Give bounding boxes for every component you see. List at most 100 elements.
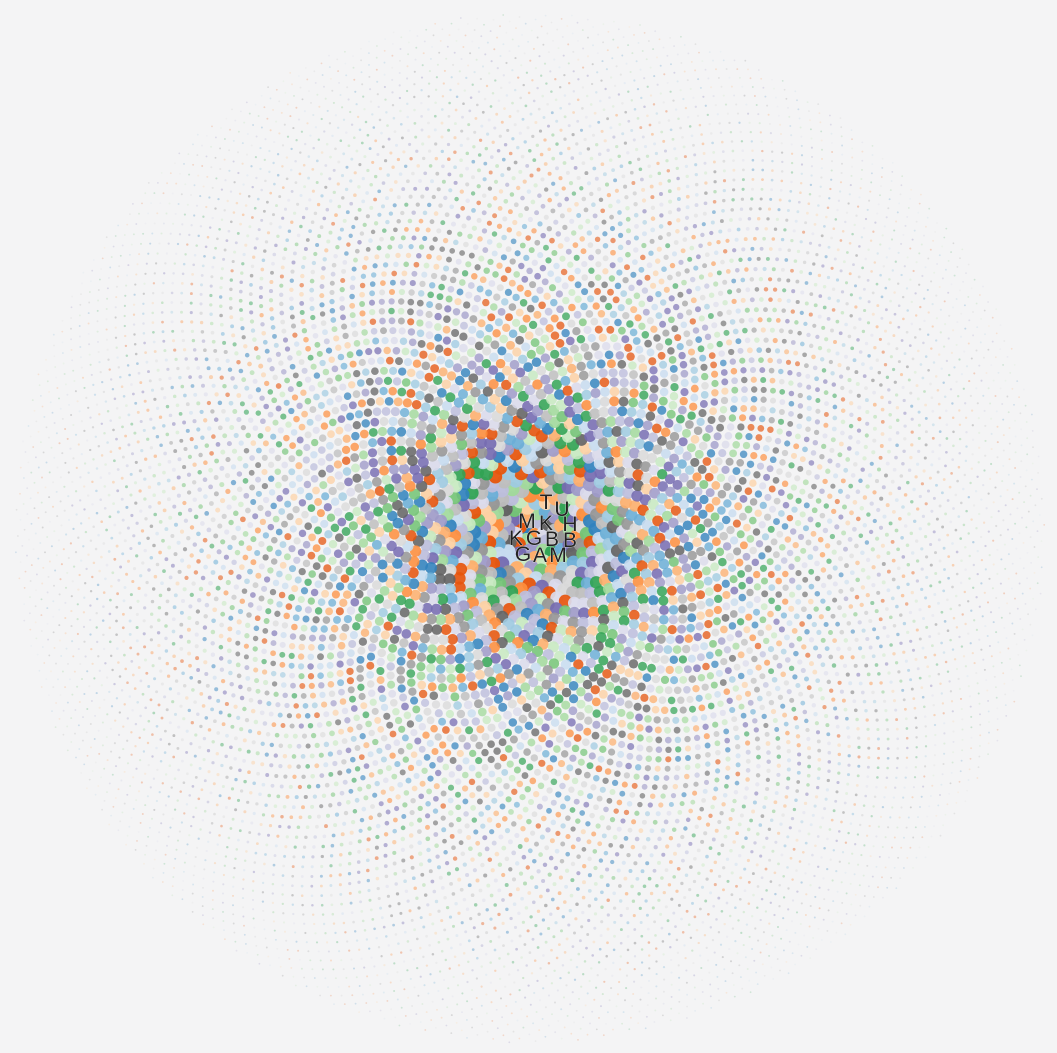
spiral-dot bbox=[636, 408, 646, 419]
spiral-dot bbox=[829, 688, 834, 693]
spiral-dot bbox=[864, 433, 869, 438]
spiral-dot bbox=[403, 261, 410, 268]
spiral-dot bbox=[591, 342, 600, 351]
spiral-dot bbox=[724, 667, 732, 675]
spiral-dot bbox=[664, 765, 671, 772]
spiral-dot bbox=[505, 313, 513, 322]
spiral-dot bbox=[554, 357, 564, 368]
spiral-dot bbox=[524, 289, 532, 298]
spiral-dot bbox=[632, 649, 642, 660]
spiral-dot bbox=[653, 775, 660, 781]
spiral-dot bbox=[865, 410, 870, 414]
spiral-dot bbox=[461, 785, 469, 792]
spiral-dot bbox=[638, 266, 645, 273]
spiral-dot bbox=[768, 668, 775, 675]
spiral-dot bbox=[583, 351, 593, 361]
spiral-dot bbox=[476, 217, 482, 223]
spiral-dot bbox=[282, 753, 288, 759]
spiral-dot bbox=[640, 568, 652, 580]
spiral-dot bbox=[381, 406, 391, 416]
spiral-dot bbox=[383, 346, 391, 355]
spiral-dot bbox=[668, 316, 675, 324]
spiral-dot bbox=[455, 663, 465, 674]
spiral-dot bbox=[374, 486, 385, 496]
spiral-dot bbox=[299, 224, 303, 229]
spiral-dot bbox=[754, 642, 762, 650]
spiral-dot bbox=[728, 414, 737, 422]
spiral-dot bbox=[734, 237, 739, 242]
spiral-dot bbox=[759, 406, 767, 413]
spiral-dot bbox=[272, 579, 280, 587]
spiral-dot bbox=[436, 755, 444, 763]
spiral-dot bbox=[735, 308, 741, 314]
spiral-dot bbox=[284, 702, 290, 709]
spiral-dot bbox=[411, 210, 416, 215]
spiral-dot bbox=[378, 607, 388, 618]
spiral-dot bbox=[480, 688, 490, 698]
spiral-dot bbox=[876, 467, 882, 472]
spiral-dot bbox=[518, 324, 528, 334]
spiral-dot bbox=[339, 558, 349, 568]
spiral-dot bbox=[888, 521, 893, 526]
spiral-dot bbox=[287, 229, 292, 233]
spiral-dot bbox=[362, 711, 370, 719]
spiral-dot bbox=[518, 262, 525, 270]
spiral-dot bbox=[871, 378, 875, 383]
spiral-dot bbox=[436, 418, 448, 430]
spiral-dot bbox=[815, 521, 821, 528]
spiral-dot bbox=[642, 308, 650, 316]
spiral-dot bbox=[397, 387, 407, 397]
spiral-dot bbox=[612, 296, 620, 304]
spiral-dot bbox=[659, 360, 668, 369]
spiral-dot bbox=[277, 712, 283, 718]
spiral-dot bbox=[885, 503, 890, 508]
spiral-dot bbox=[655, 746, 663, 753]
spiral-dot bbox=[651, 705, 660, 714]
spiral-dot bbox=[831, 549, 837, 555]
spiral-dot bbox=[756, 695, 763, 702]
spiral-dot bbox=[348, 640, 357, 648]
spiral-dot bbox=[674, 334, 682, 342]
spiral-dot bbox=[656, 634, 666, 644]
spiral-dot bbox=[593, 663, 604, 674]
spiral-dot bbox=[704, 619, 713, 629]
spiral-dot bbox=[673, 686, 682, 695]
spiral-dot bbox=[774, 437, 782, 445]
spiral-dot bbox=[321, 793, 327, 799]
spiral-dot bbox=[237, 608, 244, 615]
spiral-dot bbox=[675, 271, 682, 277]
spiral-dot bbox=[826, 558, 832, 564]
spiral-dot bbox=[681, 300, 689, 307]
spiral-dot bbox=[452, 856, 458, 861]
spiral-dot bbox=[882, 625, 887, 630]
spiral-dot bbox=[494, 429, 507, 443]
spiral-dot bbox=[433, 783, 440, 790]
spiral-dot bbox=[739, 541, 748, 550]
spiral-dot bbox=[182, 547, 188, 552]
spiral-dot bbox=[310, 515, 319, 524]
spiral-dot bbox=[411, 270, 418, 277]
spiral-dot bbox=[322, 216, 327, 221]
spiral-dot bbox=[854, 451, 860, 456]
spiral-dot bbox=[288, 643, 296, 650]
spiral-dot bbox=[306, 418, 314, 426]
spiral-dot bbox=[561, 687, 572, 698]
spiral-dot bbox=[480, 823, 486, 829]
spiral-dot bbox=[606, 797, 613, 804]
spiral-dot bbox=[869, 501, 874, 506]
spiral-dot bbox=[342, 821, 347, 826]
spiral-dot bbox=[594, 350, 604, 360]
spiral-dot bbox=[322, 257, 327, 262]
spiral-dot bbox=[680, 321, 688, 329]
spiral-dot bbox=[363, 742, 370, 749]
spiral-dot bbox=[654, 532, 666, 544]
spiral-dot bbox=[225, 392, 230, 398]
spiral-dot bbox=[511, 788, 518, 795]
spiral-dot bbox=[264, 380, 270, 387]
spiral-dot bbox=[580, 748, 588, 757]
spiral-dot bbox=[396, 426, 407, 437]
spiral-dot bbox=[469, 410, 482, 422]
spiral-dot bbox=[283, 774, 288, 779]
spiral-dot bbox=[615, 587, 627, 600]
spiral-dot bbox=[727, 228, 732, 233]
